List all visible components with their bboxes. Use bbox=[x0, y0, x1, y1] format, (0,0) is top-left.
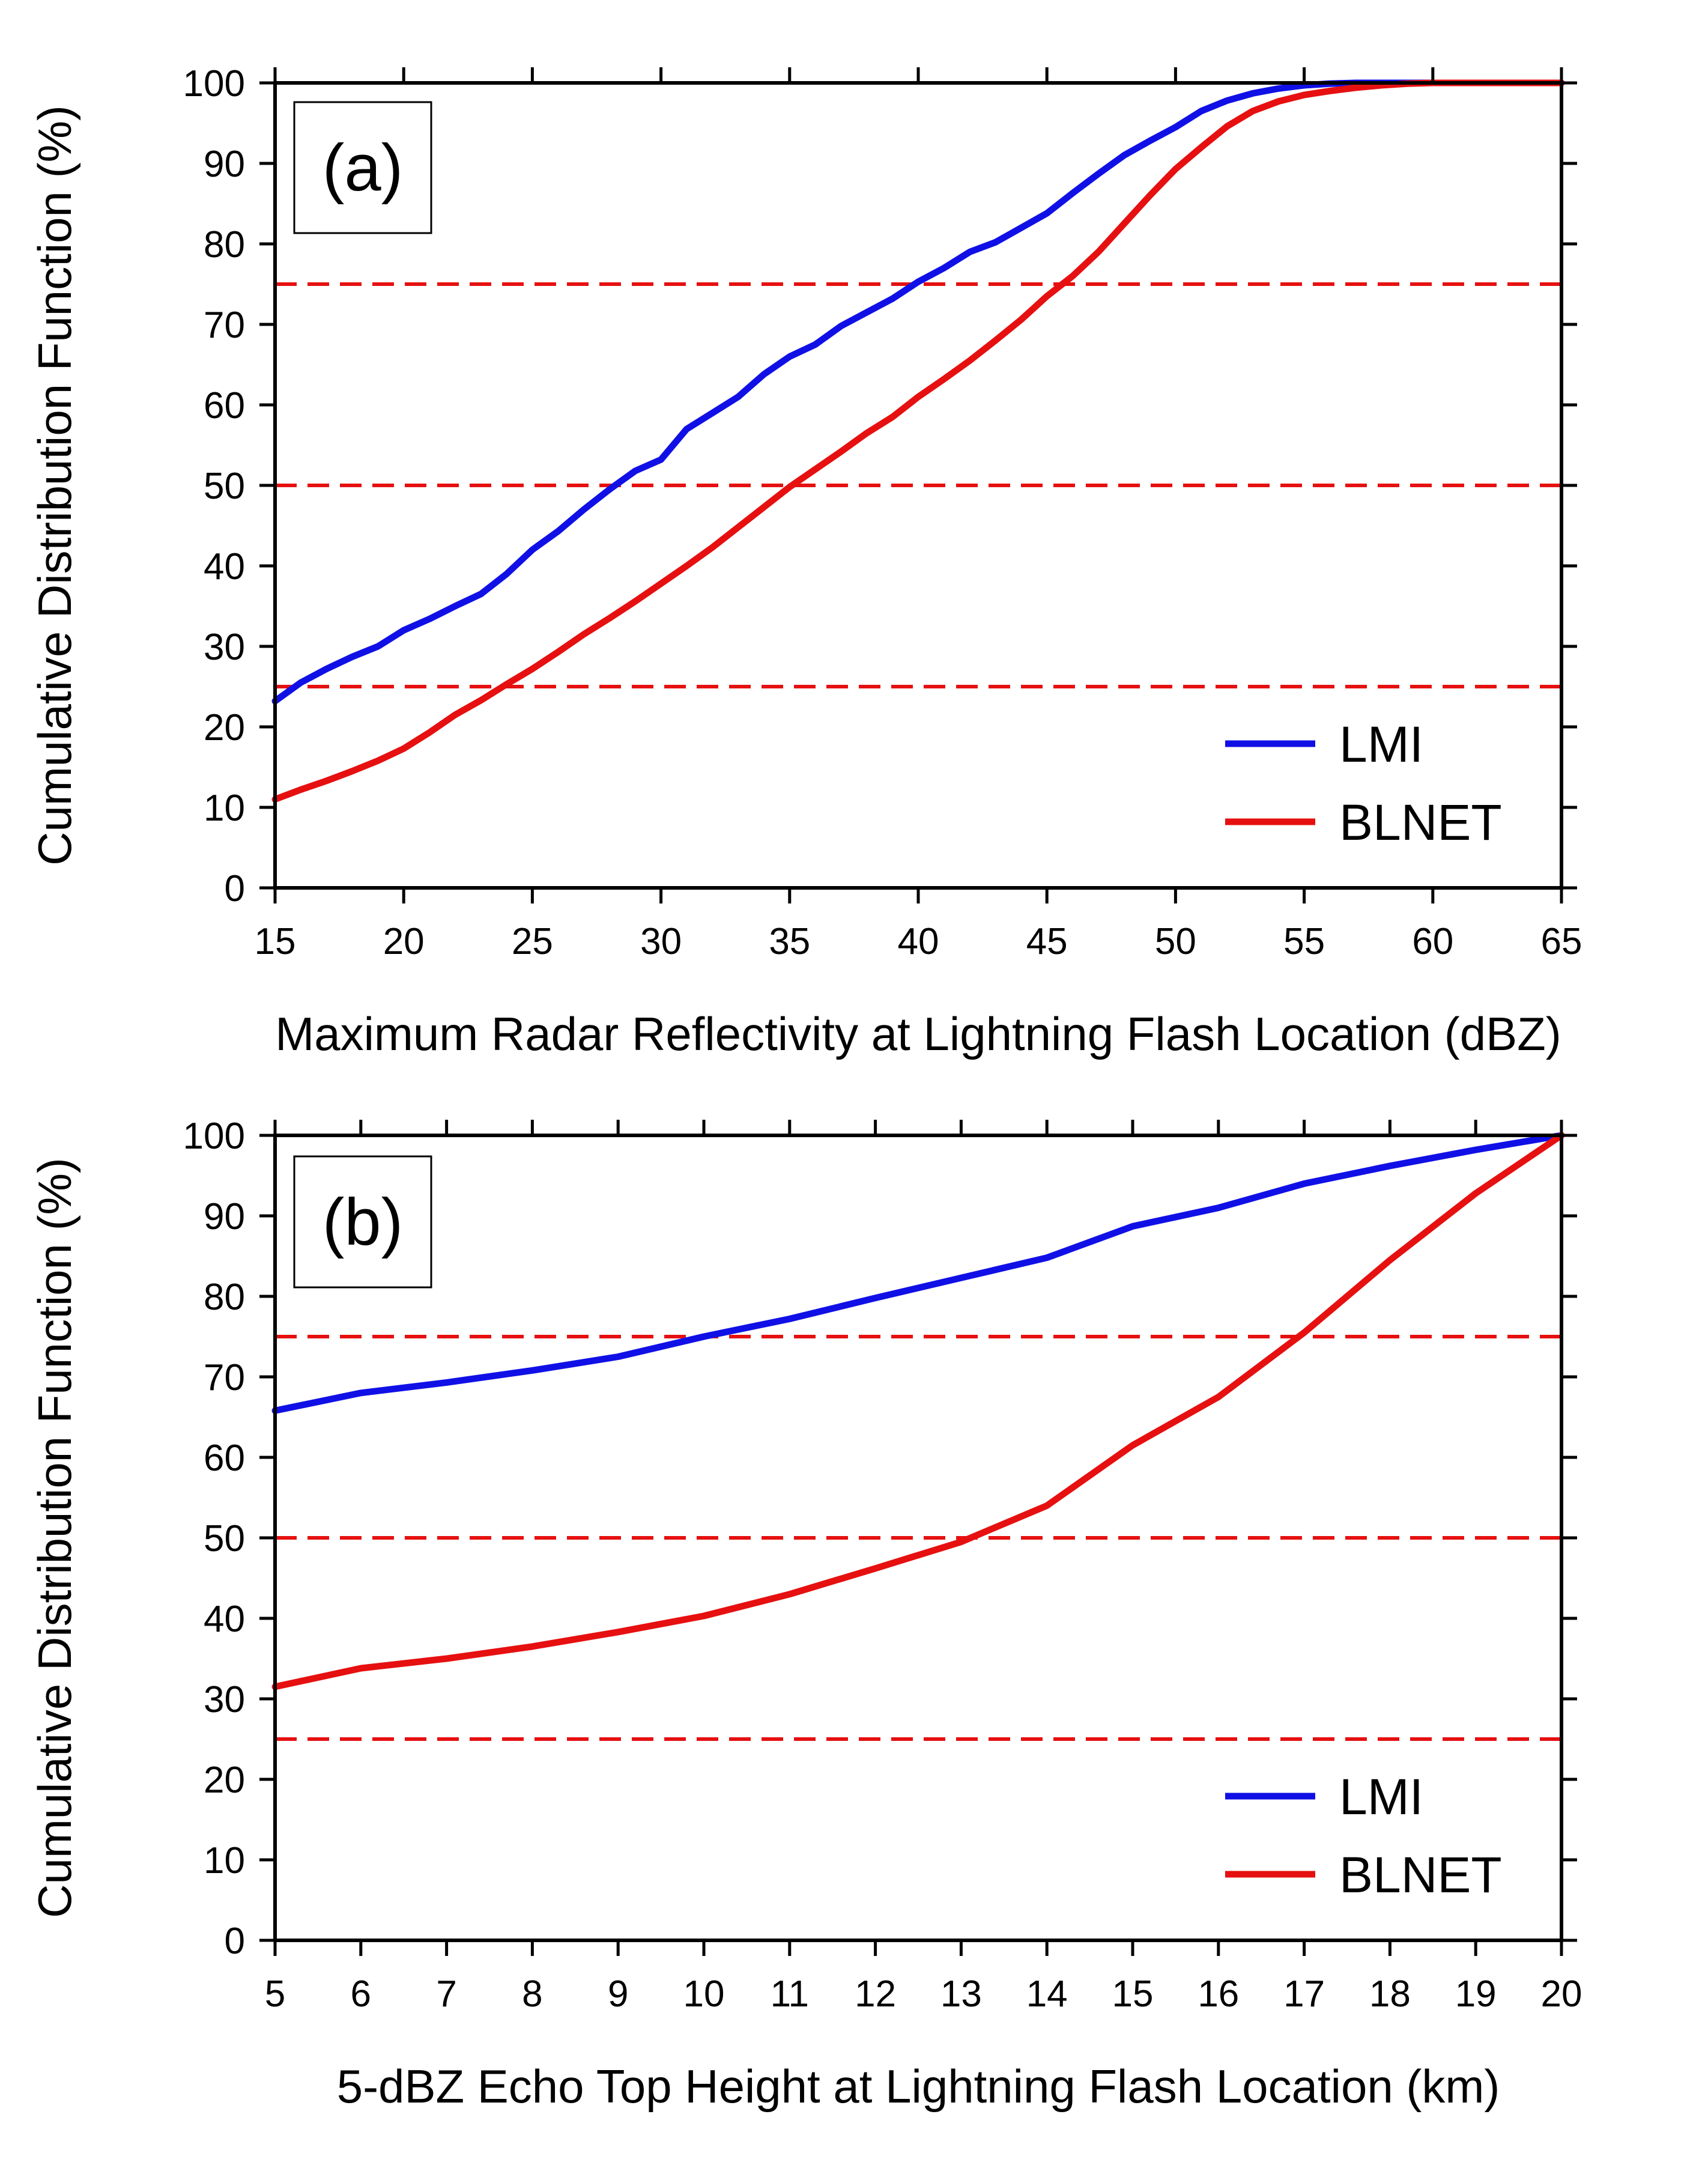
y-axis-title: Cumulative Distribution Function (%) bbox=[28, 105, 81, 866]
x-tick-label: 20 bbox=[383, 921, 425, 962]
series-lines bbox=[271, 1132, 1565, 1690]
y-tick-label: 80 bbox=[204, 1277, 245, 1318]
y-tick-label: 100 bbox=[183, 1116, 245, 1157]
tick-labels: 15 20 25 30 35 40 45 50 55 60 65 0 10 20 30 40 50 60 70 80 9… bbox=[183, 63, 1582, 962]
tick-labels: 5 6 7 8 9 10 11 12 13 14 15 16 17 18 19 20 0 10 20 30 40 50 60… bbox=[183, 1116, 1582, 2015]
x-tick-label: 25 bbox=[512, 921, 553, 962]
x-tick-label: 35 bbox=[769, 921, 810, 962]
x-tick-label: 16 bbox=[1198, 1973, 1239, 2015]
y-tick-label: 40 bbox=[204, 1599, 245, 1640]
legend: LMI BLNET bbox=[1225, 716, 1502, 851]
x-tick-label: 17 bbox=[1283, 1973, 1325, 2015]
legend-label-lmi: LMI bbox=[1339, 716, 1423, 773]
x-tick-label: 65 bbox=[1541, 921, 1582, 962]
series-line-lmi bbox=[271, 1132, 1565, 1414]
panel-tag: (a) bbox=[323, 131, 403, 205]
tick-marks bbox=[259, 67, 1577, 903]
y-tick-label: 100 bbox=[183, 63, 245, 105]
y-tick-label: 20 bbox=[204, 707, 245, 748]
x-tick-label: 20 bbox=[1541, 1973, 1582, 2015]
y-tick-label: 80 bbox=[204, 224, 245, 266]
y-axis-title: Cumulative Distribution Function (%) bbox=[28, 1158, 81, 1918]
y-tick-label: 0 bbox=[225, 1921, 245, 1962]
x-tick-label: 40 bbox=[898, 921, 939, 962]
y-tick-label: 50 bbox=[204, 466, 245, 507]
x-tick-label: 9 bbox=[608, 1973, 628, 2015]
x-tick-label: 19 bbox=[1455, 1973, 1497, 2015]
series-lines bbox=[271, 79, 1565, 803]
x-tick-label: 6 bbox=[351, 1973, 371, 2015]
legend-label-blnet: BLNET bbox=[1339, 1847, 1502, 1903]
y-tick-label: 60 bbox=[204, 1438, 245, 1479]
legend-label-blnet: BLNET bbox=[1339, 794, 1502, 851]
x-tick-label: 14 bbox=[1026, 1973, 1068, 2015]
x-tick-label: 5 bbox=[265, 1973, 285, 2015]
x-tick-label: 13 bbox=[940, 1973, 982, 2015]
x-tick-label: 60 bbox=[1412, 921, 1453, 962]
x-axis-title: 5-dBZ Echo Top Height at Lightning Flash… bbox=[337, 2060, 1500, 2113]
series-line-blnet bbox=[271, 79, 1565, 803]
x-tick-label: 10 bbox=[683, 1973, 725, 2015]
y-tick-label: 10 bbox=[204, 788, 245, 829]
y-tick-label: 30 bbox=[204, 1679, 245, 1720]
y-tick-label: 90 bbox=[204, 144, 245, 185]
tick-marks bbox=[259, 1120, 1577, 1956]
y-tick-label: 60 bbox=[204, 385, 245, 427]
panel-tag-box: (b) bbox=[293, 1155, 432, 1289]
x-tick-label: 18 bbox=[1369, 1973, 1411, 2015]
series-line-blnet bbox=[271, 1132, 1565, 1690]
x-tick-label: 50 bbox=[1155, 921, 1196, 962]
x-tick-label: 12 bbox=[855, 1973, 896, 2015]
x-tick-label: 8 bbox=[522, 1973, 542, 2015]
legend: LMI BLNET bbox=[1225, 1769, 1502, 1903]
x-tick-label: 11 bbox=[771, 1973, 809, 2015]
reference-lines bbox=[275, 1335, 1561, 1741]
panel-tag-box: (a) bbox=[293, 101, 432, 234]
x-tick-label: 45 bbox=[1026, 921, 1068, 962]
y-tick-label: 10 bbox=[204, 1840, 245, 1881]
reference-lines bbox=[275, 282, 1561, 688]
x-tick-label: 7 bbox=[436, 1973, 456, 2015]
y-tick-label: 30 bbox=[204, 627, 245, 668]
panel-tag-frame bbox=[293, 1155, 432, 1289]
y-tick-label: 70 bbox=[204, 305, 245, 346]
y-tick-label: 0 bbox=[225, 868, 245, 909]
x-tick-label: 15 bbox=[1112, 1973, 1154, 2015]
panel-tag-frame bbox=[293, 101, 432, 234]
y-tick-label: 40 bbox=[204, 546, 245, 588]
y-tick-label: 90 bbox=[204, 1196, 245, 1237]
y-tick-label: 70 bbox=[204, 1357, 245, 1398]
y-tick-label: 20 bbox=[204, 1760, 245, 1801]
panel-tag: (b) bbox=[323, 1185, 403, 1259]
x-tick-label: 15 bbox=[255, 921, 296, 962]
y-tick-label: 50 bbox=[204, 1518, 245, 1559]
x-tick-label: 30 bbox=[640, 921, 682, 962]
legend-label-lmi: LMI bbox=[1339, 1769, 1423, 1825]
x-axis-title: Maximum Radar Reflectivity at Lightning … bbox=[275, 1007, 1561, 1060]
x-tick-label: 55 bbox=[1283, 921, 1325, 962]
series-line-lmi bbox=[271, 79, 1565, 705]
panel-b: 5 6 7 8 9 10 11 12 13 14 15 16 17 18 19 20 0 10 20 30 40 50 60… bbox=[28, 1116, 1582, 2113]
panel-a: 15 20 25 30 35 40 45 50 55 60 65 0 10 20 30 40 50 60 70 80 9… bbox=[28, 63, 1582, 1060]
